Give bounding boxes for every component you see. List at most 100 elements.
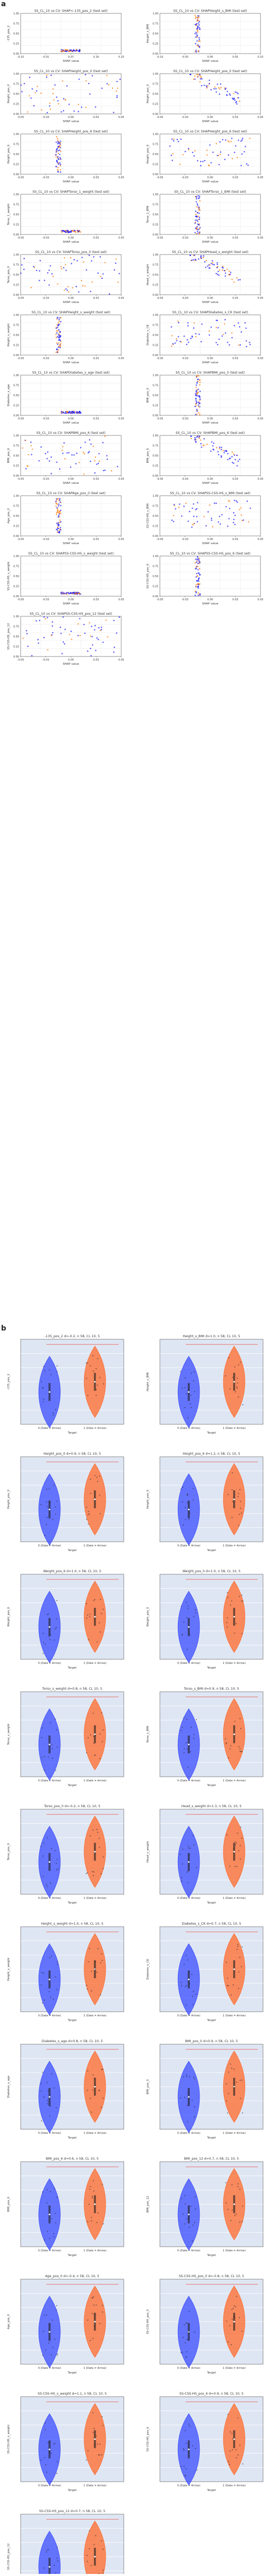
data-point — [58, 503, 60, 505]
data-point — [78, 104, 79, 105]
data-point — [106, 83, 108, 85]
y-tick-label: 0.75 — [153, 23, 158, 26]
data-point — [206, 155, 208, 156]
violin-point — [226, 1834, 227, 1835]
data-point — [186, 344, 188, 345]
data-point — [58, 346, 59, 348]
violin-subplot: SS-CSS-HS_s_weight d=1.1, n 58, CL 10, 5… — [7, 2392, 124, 2492]
data-point — [76, 452, 78, 454]
violin-point — [102, 2305, 103, 2306]
data-point — [236, 454, 238, 456]
x-tick-label: 0.03 — [93, 357, 99, 360]
violin-point — [188, 1845, 189, 1846]
data-point — [224, 87, 225, 89]
y-axis-label: Diabetes_s_CK — [146, 324, 150, 345]
data-point — [31, 655, 32, 656]
x-tick-label: -0.05 — [18, 116, 24, 119]
violin-point — [90, 2340, 91, 2341]
violin-point — [93, 1713, 94, 1714]
violin-point — [194, 2116, 195, 2117]
data-point — [66, 592, 68, 594]
x-tick-label: 1 (Date ≠ Arrive) — [84, 1897, 106, 1900]
data-point — [58, 159, 59, 160]
data-point — [194, 562, 196, 564]
data-point — [244, 146, 246, 147]
violin-point — [240, 1728, 241, 1729]
subplot-title: SS-CSS-HS_pos_12 d=0.7, n 58, CL 10, 5 — [39, 2510, 105, 2513]
y-tick-label: 1.00 — [13, 254, 19, 257]
data-point — [88, 452, 89, 453]
y-axis-label: Height_s_BMI — [146, 24, 150, 43]
data-point — [93, 446, 94, 447]
violin-point — [186, 1602, 187, 1603]
violin-point — [236, 2214, 237, 2215]
data-point — [57, 167, 59, 169]
x-tick-label: 0 (Date ≠ Arrive) — [38, 1897, 61, 1900]
violin-point — [187, 2105, 188, 2106]
violin-point — [46, 1506, 47, 1507]
y-tick-label: 0.25 — [13, 284, 19, 287]
violin-median — [48, 1979, 50, 1980]
x-tick-label: 1 (Date ≠ Arrive) — [223, 2484, 246, 2487]
violin-point — [103, 1729, 104, 1730]
violin-point — [189, 1513, 190, 1514]
violin-point — [41, 1504, 42, 1505]
data-point — [48, 460, 50, 462]
data-point — [58, 498, 59, 499]
violin-point — [49, 2238, 50, 2239]
data-point — [181, 139, 182, 140]
violin-point — [194, 2332, 195, 2333]
plot-area — [21, 616, 121, 656]
data-point — [172, 153, 174, 155]
data-point — [222, 450, 224, 451]
data-point — [248, 521, 250, 523]
violin-point — [57, 2353, 58, 2354]
data-point — [73, 454, 75, 456]
data-point — [191, 527, 193, 528]
data-point — [216, 447, 218, 448]
data-point — [200, 76, 202, 77]
violin-point — [57, 1961, 58, 1962]
data-point — [239, 100, 240, 102]
subplot-title: Diabetes_s_age d=0.8, n 58, CL 10, 5 — [42, 2040, 103, 2043]
data-point — [233, 453, 235, 455]
violin-point — [186, 2351, 187, 2352]
violin-point — [55, 1506, 56, 1507]
violin-point — [86, 1985, 87, 1986]
data-point — [197, 160, 199, 162]
data-point — [199, 562, 201, 563]
violin-point — [186, 1719, 187, 1720]
data-point — [51, 75, 52, 76]
violin-point — [239, 1718, 240, 1719]
violin-point — [225, 1743, 226, 1744]
violin-median — [188, 2096, 189, 2098]
y-axis-label: BMI_pos_0 — [146, 388, 150, 402]
data-point — [198, 558, 199, 559]
violin-point — [180, 2097, 181, 2098]
data-point — [37, 86, 38, 87]
data-point — [57, 344, 58, 345]
data-point — [171, 139, 173, 140]
data-point — [233, 463, 235, 464]
data-point — [60, 317, 62, 318]
x-axis-label: Target — [67, 1549, 77, 1552]
x-tick-label: 0 (Date ≠ Arrive) — [177, 2484, 200, 2487]
violin-point — [57, 1859, 58, 1860]
violin-point — [43, 1653, 44, 1654]
x-tick-label: 0.00 — [207, 357, 213, 360]
violin-point — [187, 1649, 188, 1650]
scatter-subplot: SS_CL_10 vs CV: SHAPSS-CSS-HS_pos_6 (tes… — [146, 552, 264, 605]
data-point — [56, 332, 58, 334]
violin-point — [232, 1377, 233, 1378]
violin-median — [233, 2321, 235, 2322]
data-point — [60, 164, 61, 165]
violin-point — [101, 1613, 102, 1614]
x-axis-label: Target — [206, 1549, 216, 1552]
violin-point — [184, 1407, 185, 1408]
data-point — [194, 406, 196, 407]
violin-point — [55, 1409, 56, 1410]
data-point — [217, 267, 218, 268]
violin-point — [91, 2217, 92, 2218]
data-point — [57, 336, 58, 338]
violin-median — [94, 1381, 95, 1383]
